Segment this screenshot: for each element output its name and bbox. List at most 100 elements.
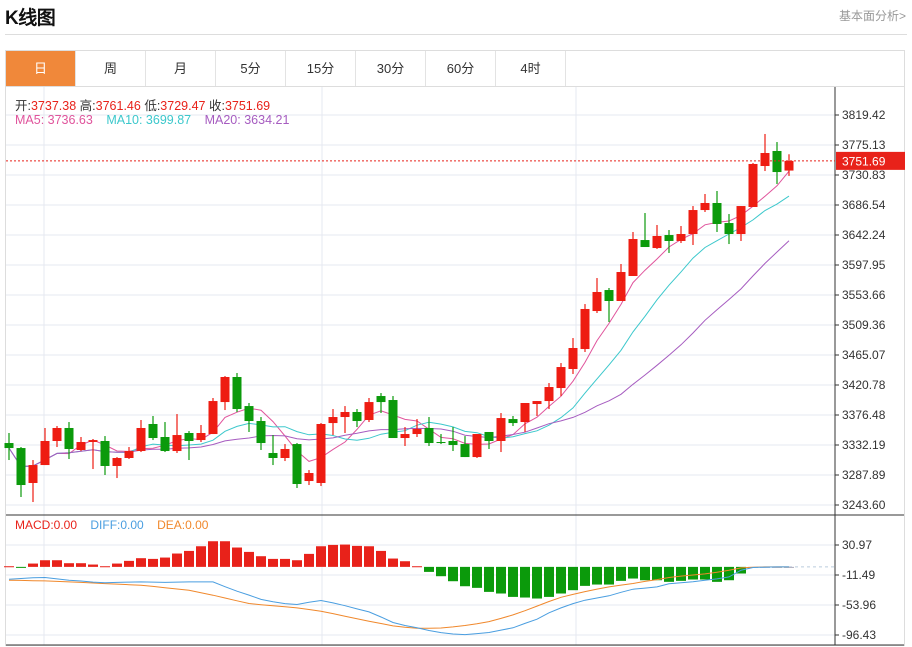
price-tick-label: 3775.13 — [842, 138, 886, 152]
candle — [208, 397, 218, 435]
candle-body — [784, 160, 794, 171]
macd-bar — [148, 558, 158, 567]
candle-body — [388, 400, 398, 439]
tab-30min[interactable]: 30分 — [356, 51, 426, 86]
tab-day[interactable]: 日 — [6, 51, 76, 86]
candle — [772, 142, 782, 185]
candle — [724, 214, 734, 245]
candle-body — [460, 444, 470, 458]
candle-body — [256, 421, 266, 444]
tab-4hour[interactable]: 4时 — [496, 51, 566, 86]
candle-body — [148, 423, 158, 439]
macd-bar — [640, 566, 650, 581]
macd-bar — [292, 560, 302, 567]
macd-tick-label: -11.49 — [842, 568, 875, 582]
candle — [244, 402, 254, 432]
macd-bar — [484, 566, 494, 592]
tab-60min[interactable]: 60分 — [426, 51, 496, 86]
macd-bar — [76, 563, 86, 567]
macd-bar — [184, 550, 194, 567]
macd-readout: MACD:0.00 DIFF:0.00 DEA:0.00 — [15, 518, 208, 532]
high-value: 3761.46 — [95, 99, 141, 113]
macd-bar — [520, 566, 530, 598]
macd-bar — [724, 566, 734, 581]
candle-body — [316, 423, 326, 483]
macd-bar — [616, 566, 626, 581]
candle-body — [772, 150, 782, 173]
candle-body — [724, 223, 734, 235]
macd-tick-label: -53.96 — [842, 598, 876, 612]
candle-body — [280, 448, 290, 458]
candle-body — [712, 202, 722, 224]
tab-5min[interactable]: 5分 — [216, 51, 286, 86]
candle-body — [532, 401, 542, 405]
candle-body — [184, 433, 194, 441]
candle — [640, 213, 650, 248]
macd-bar — [352, 545, 362, 567]
candle — [556, 363, 566, 397]
macd-bar — [316, 546, 326, 567]
candle — [280, 444, 290, 462]
macd-bar — [268, 558, 278, 567]
candle — [352, 409, 362, 428]
macd-bar — [700, 566, 710, 580]
ma20-value: MA20: 3634.21 — [204, 113, 290, 127]
candle-body — [748, 163, 758, 207]
candle — [316, 423, 326, 487]
candle — [376, 393, 386, 414]
candle — [136, 419, 146, 453]
candle-body — [616, 272, 626, 301]
ma5-line — [8, 170, 790, 468]
candle-body — [64, 427, 74, 449]
tab-month[interactable]: 月 — [146, 51, 216, 86]
candle — [484, 431, 494, 449]
macd-bar — [88, 564, 98, 567]
candle — [172, 414, 182, 453]
tab-15min[interactable]: 15分 — [286, 51, 356, 86]
candle-body — [172, 435, 182, 452]
macd-bar — [412, 566, 422, 568]
tab-week[interactable]: 周 — [76, 51, 146, 86]
candle-body — [376, 396, 386, 403]
candle-body — [304, 473, 314, 482]
fundamental-analysis-link[interactable]: 基本面分析> — [838, 9, 906, 23]
candle-body — [484, 431, 494, 441]
macd-bar — [208, 541, 218, 567]
candle-body — [520, 402, 530, 423]
macd-bar — [652, 566, 662, 581]
candle-body — [328, 417, 338, 424]
price-tick-label: 3819.42 — [842, 108, 886, 122]
candle-body — [100, 440, 110, 466]
candle-body — [28, 465, 38, 483]
candle — [532, 401, 542, 417]
macd-bar — [328, 544, 338, 567]
candle-body — [124, 451, 134, 458]
candle — [76, 436, 86, 452]
close-value: 3751.69 — [224, 99, 271, 113]
candle — [328, 409, 338, 436]
candle — [4, 433, 14, 461]
price-tick-label: 3509.36 — [842, 318, 886, 332]
candle — [196, 425, 206, 443]
ma-readout: MA5: 3736.63 MA10: 3699.87 MA20: 3634.21 — [15, 113, 289, 127]
candle-body — [112, 457, 122, 466]
ma10-value: MA10: 3699.87 — [106, 113, 192, 127]
candle-body — [604, 290, 614, 301]
price-tick-label: 3465.07 — [842, 348, 886, 362]
candle — [256, 417, 266, 451]
ohlc-readout: 开:3737.38 高:3761.46 低:3729.47 收:3751.69 — [15, 95, 270, 114]
candle — [748, 163, 758, 207]
candle — [304, 470, 314, 486]
candle-body — [508, 419, 518, 424]
macd-bar — [340, 544, 350, 567]
candle — [88, 439, 98, 470]
macd-bar — [100, 566, 110, 568]
price-tick-label: 3420.78 — [842, 378, 886, 392]
candle-body — [340, 412, 350, 418]
candle — [628, 231, 638, 277]
candle-body — [688, 210, 698, 235]
ma20-line — [8, 240, 790, 468]
candle — [184, 431, 194, 461]
candle-body — [664, 235, 674, 241]
